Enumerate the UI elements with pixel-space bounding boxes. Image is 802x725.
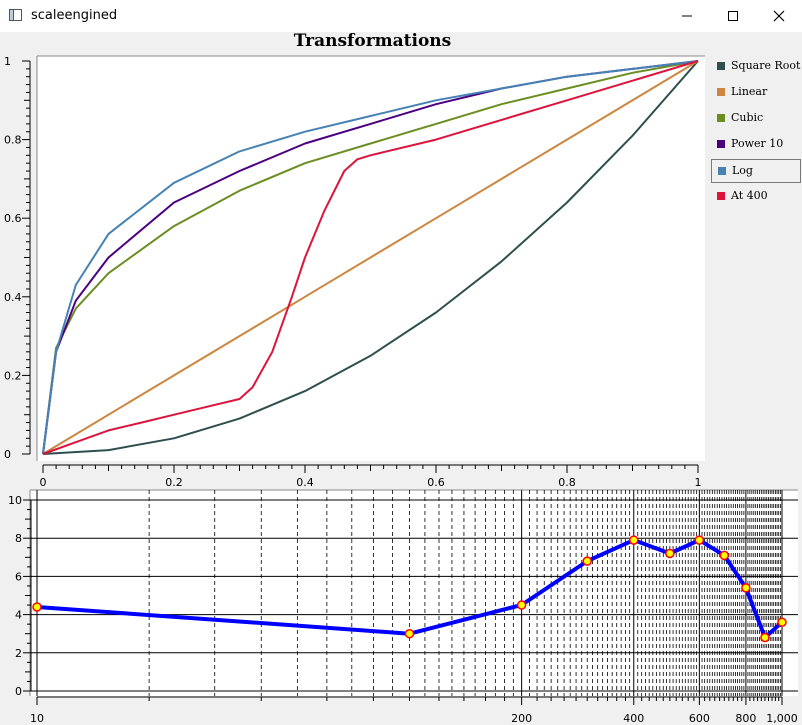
maximize-icon: [728, 11, 738, 21]
data-point: [741, 583, 751, 593]
data-point: [665, 548, 675, 559]
close-icon: [773, 10, 785, 22]
legend-item-cubic[interactable]: Cubic: [711, 107, 801, 131]
window-title: scaleengined: [31, 8, 118, 23]
minimize-icon: [682, 15, 692, 17]
legend: Square Root Linear Cubic Power 10 Log At…: [711, 55, 801, 211]
x-tick-label: 0: [40, 476, 47, 489]
series-line-at-400: [42, 60, 699, 455]
y-tick-label: 8: [15, 532, 22, 545]
y-tick-label: 1: [4, 55, 11, 68]
x-tick-label: 1: [695, 476, 702, 489]
legend-item-power-10[interactable]: Power 10: [711, 133, 801, 157]
legend-swatch: [717, 62, 725, 70]
legend-swatch: [717, 88, 725, 96]
y-tick-label: 0.6: [4, 212, 22, 225]
legend-label: At 400: [731, 189, 768, 202]
data-point: [582, 556, 592, 566]
data-point: [777, 617, 787, 627]
legend-label: Power 10: [731, 137, 784, 150]
x-tick-label: 0.6: [427, 476, 445, 489]
x-tick-label: 400: [623, 712, 644, 725]
legend-swatch: [717, 192, 725, 200]
legend-label: Square Root: [731, 59, 801, 72]
x-tick-label: 800: [735, 712, 756, 725]
close-button[interactable]: [756, 0, 802, 32]
y-tick-label: 0.8: [4, 134, 22, 147]
x-tick-label: 10: [30, 712, 44, 725]
x-tick-label: 0.2: [165, 476, 183, 489]
data-point: [32, 602, 42, 612]
y-tick-label: 0.4: [4, 291, 22, 304]
y-tick-label: 0: [15, 685, 22, 698]
legend-label: Log: [732, 164, 753, 177]
data-point: [629, 535, 639, 545]
series-line-cubic: [42, 60, 699, 455]
window-titlebar: scaleengined: [0, 0, 802, 32]
legend-item-linear[interactable]: Linear: [711, 81, 801, 105]
y-tick-label: 0: [4, 448, 11, 461]
data-point: [760, 632, 770, 643]
data-point: [404, 628, 415, 639]
y-tick-label: 6: [15, 570, 22, 583]
y-tick-label: 10: [8, 494, 22, 507]
y-tick-label: 4: [15, 609, 22, 622]
legend-swatch: [717, 140, 725, 148]
transformations-plot: 0 0.2 0.4 0.6 0.8 1 0 0.2 0.4 0.6 0.8 1: [4, 55, 705, 489]
legend-swatch: [717, 114, 725, 122]
data-point: [516, 600, 527, 610]
x-tick-label: 0.4: [296, 476, 314, 489]
log-scale-plot: 0 2 4 6 8 10 10 200 400 600 800 1,000: [8, 489, 798, 725]
plot-title: Transformations: [293, 31, 452, 51]
legend-label: Cubic: [731, 111, 764, 124]
x-tick-label: 0.8: [558, 476, 576, 489]
x-tick-label: 1,000: [766, 712, 798, 725]
app-icon: [9, 8, 23, 22]
maximize-button[interactable]: [710, 0, 756, 32]
y-tick-label: 0.2: [4, 369, 22, 382]
minimize-button[interactable]: [664, 0, 710, 32]
data-point: [719, 550, 730, 561]
legend-swatch: [718, 167, 726, 175]
plot-canvas: [30, 490, 798, 696]
legend-item-square-root[interactable]: Square Root: [711, 55, 801, 79]
legend-item-at-400[interactable]: At 400: [711, 185, 801, 209]
y-tick-label: 2: [15, 647, 22, 660]
series-line-square-root: [42, 60, 699, 455]
legend-label: Linear: [731, 85, 768, 98]
x-tick-label: 600: [689, 712, 710, 725]
x-tick-label: 200: [511, 712, 532, 725]
legend-item-log[interactable]: Log: [711, 159, 801, 183]
series-line-log: [42, 60, 699, 455]
series-line-linear: [42, 60, 699, 455]
data-point: [694, 535, 705, 545]
